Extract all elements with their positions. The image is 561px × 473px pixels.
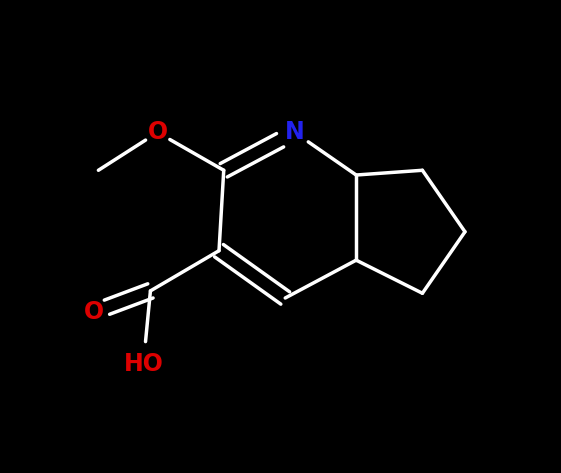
Text: O: O [148,121,168,144]
Text: N: N [285,121,305,144]
Text: O: O [84,300,104,324]
Text: HO: HO [123,352,163,376]
